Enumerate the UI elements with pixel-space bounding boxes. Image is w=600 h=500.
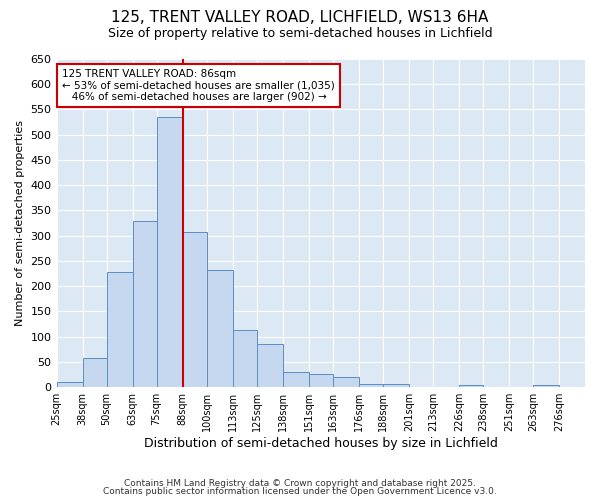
Bar	[533, 384, 559, 387]
Text: Contains HM Land Registry data © Crown copyright and database right 2025.: Contains HM Land Registry data © Crown c…	[124, 478, 476, 488]
Text: 125 TRENT VALLEY ROAD: 86sqm
← 53% of semi-detached houses are smaller (1,035)
 : 125 TRENT VALLEY ROAD: 86sqm ← 53% of se…	[62, 69, 335, 102]
Bar	[359, 384, 383, 387]
Bar	[383, 384, 409, 387]
Bar	[233, 330, 257, 387]
Bar	[83, 358, 107, 387]
Bar	[107, 272, 133, 387]
Bar	[257, 344, 283, 387]
Text: Size of property relative to semi-detached houses in Lichfield: Size of property relative to semi-detach…	[107, 28, 493, 40]
Text: 125, TRENT VALLEY ROAD, LICHFIELD, WS13 6HA: 125, TRENT VALLEY ROAD, LICHFIELD, WS13 …	[112, 10, 488, 25]
Bar	[133, 220, 157, 387]
Text: Contains public sector information licensed under the Open Government Licence v3: Contains public sector information licen…	[103, 487, 497, 496]
Bar	[333, 376, 359, 387]
Bar	[182, 232, 206, 387]
Bar	[459, 384, 483, 387]
Y-axis label: Number of semi-detached properties: Number of semi-detached properties	[15, 120, 25, 326]
Bar	[309, 374, 333, 387]
Bar	[56, 382, 83, 387]
Bar	[157, 117, 182, 387]
Bar	[206, 270, 233, 387]
Bar	[283, 372, 309, 387]
X-axis label: Distribution of semi-detached houses by size in Lichfield: Distribution of semi-detached houses by …	[144, 437, 498, 450]
